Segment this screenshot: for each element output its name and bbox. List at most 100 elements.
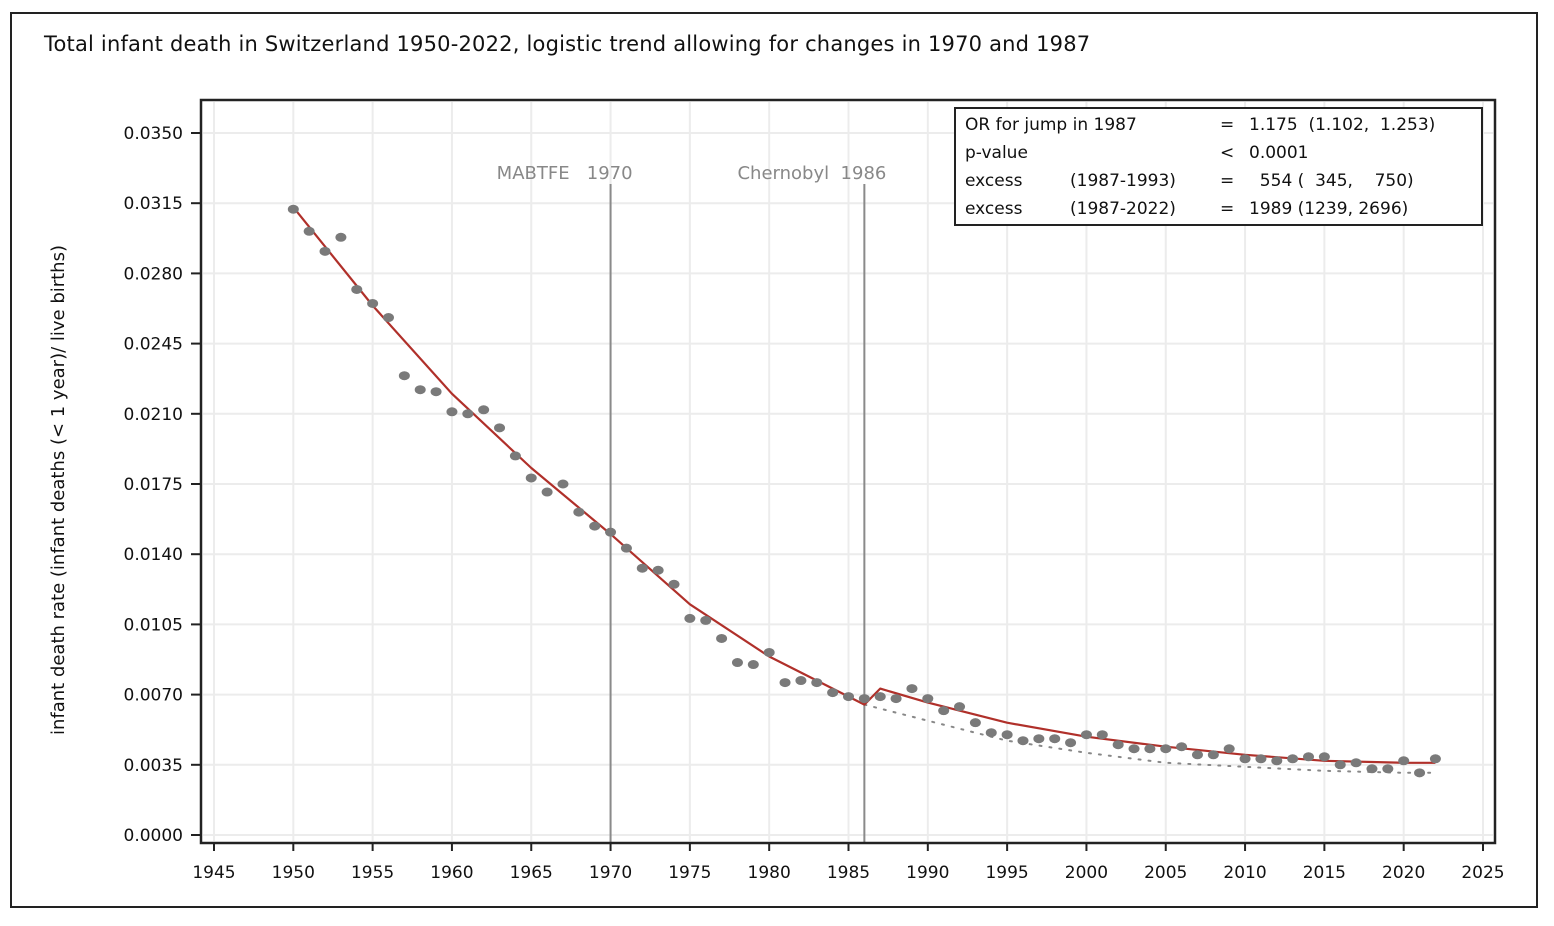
x-tick-label: 2025 [1461,863,1504,883]
data-point [303,226,315,236]
y-tick-label: 0.0140 [124,545,183,565]
data-point [1033,734,1045,744]
grid-lines [203,102,1493,841]
data-point [1414,768,1426,778]
stats-row-label: OR for jump in 1987 [965,115,1137,135]
stats-row-operator: = [1220,115,1234,135]
data-point [700,615,712,625]
data-point [1350,758,1362,768]
data-point [1382,764,1394,774]
data-point [414,385,426,395]
data-point [1255,754,1267,764]
x-tick-label: 1970 [589,863,632,883]
y-tick-label: 0.0105 [124,615,183,635]
y-axis: 0.0000 0.0035 0.0070 0.0105 0.0140 0.0175 0.02… [124,124,201,846]
data-point [779,678,791,688]
data-point [763,647,775,657]
x-tick-label: 1965 [510,863,553,883]
data-point [589,521,601,531]
data-point [335,232,347,242]
data-point [605,527,617,537]
data-point [1318,752,1330,762]
data-point [1144,744,1156,754]
data-point [811,678,823,688]
data-point [1049,734,1061,744]
data-point [509,451,521,461]
reference-line-label: MABTFE 1970 [497,163,633,184]
data-point [1271,756,1283,766]
counterfactual-trend [863,703,1437,774]
data-point [1303,752,1315,762]
reference-line-label: Chernobyl 1986 [737,163,886,184]
stats-row-operator: = [1220,171,1234,191]
data-point [890,694,902,704]
figure-frame [10,12,1538,908]
y-tick-label: 0.0245 [124,335,183,355]
data-point [620,543,632,553]
y-tick-label: 0.0280 [124,264,183,284]
data-point [985,728,997,738]
x-tick-label: 1960 [430,863,473,883]
data-point [1223,744,1235,754]
data-point [843,692,854,702]
data-points [287,204,1441,778]
x-tick-label: 1945 [192,863,235,883]
data-point [382,313,394,323]
data-point [573,507,585,517]
x-tick-label: 1990 [906,863,949,883]
stats-row-operator: = [1220,199,1234,219]
data-point [874,692,886,702]
counterfactual-trend-path [863,703,1437,774]
data-point [1065,738,1077,748]
data-point [636,563,648,573]
data-point [1191,750,1203,760]
data-point [557,479,569,489]
stats-row-label: excess [965,171,1023,191]
x-tick-label: 2010 [1223,863,1266,883]
y-tick-label: 0.0035 [124,756,183,776]
data-point [906,684,918,694]
data-point [430,387,442,397]
x-tick-label: 1955 [351,863,394,883]
x-tick-label: 2005 [1144,863,1187,883]
data-point [494,423,506,433]
y-tick-label: 0.0175 [124,475,183,495]
stats-row-range: (1987-2022) [1070,199,1176,219]
x-axis: 1945 1950 1955 1960 1965 1970 1975 1980 1985 1990… [192,843,1505,883]
data-point [1017,736,1029,746]
data-point [1080,730,1092,740]
data-point [541,487,553,497]
stats-row-label: p-value [965,143,1028,163]
data-point [462,409,474,419]
y-tick-label: 0.0210 [124,405,183,425]
data-point [319,246,331,256]
data-point [1429,754,1441,764]
x-tick-label: 2015 [1303,863,1346,883]
data-point [1239,754,1251,764]
stats-row-operator: < [1220,143,1234,163]
data-point [398,371,410,381]
data-point [1366,764,1378,774]
x-tick-label: 1985 [827,863,870,883]
stats-row-value: 1.175 (1.102, 1.253) [1249,115,1435,135]
x-tick-label: 1975 [668,863,711,883]
data-point [716,633,728,643]
stats-row-value: 0.0001 [1249,143,1308,163]
stats-row-value: 1989 (1239, 2696) [1249,199,1408,219]
x-tick-label: 1950 [272,863,315,883]
y-tick-label: 0.0350 [124,124,183,144]
data-point [827,688,839,698]
data-point [747,660,759,670]
data-point [1207,750,1219,760]
x-tick-label: 1980 [748,863,791,883]
data-point [1398,756,1410,766]
data-point [1160,744,1172,754]
data-point [287,204,299,214]
y-axis-label: infant death rate (infant deaths (< 1 ye… [48,245,69,735]
x-tick-label: 1995 [985,863,1028,883]
stats-box-border [954,107,1483,226]
x-tick-label: 2020 [1382,863,1425,883]
data-point [954,702,966,712]
y-tick-label: 0.0000 [124,826,183,846]
